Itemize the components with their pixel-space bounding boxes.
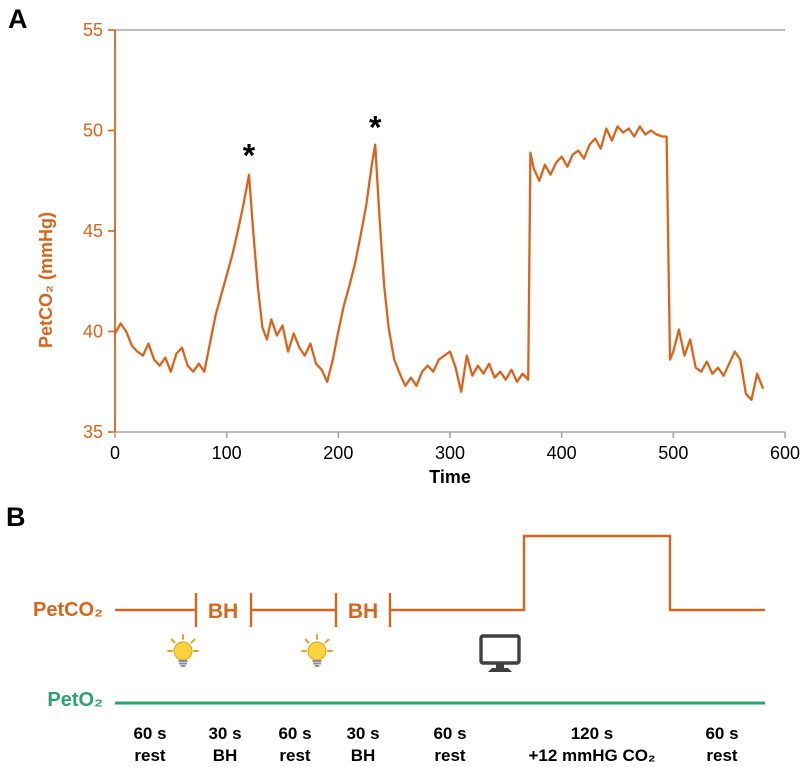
segment-condition: rest: [706, 746, 738, 765]
x-tick-label: 500: [658, 443, 688, 463]
y-tick-label: 45: [83, 221, 103, 241]
petco2-time-chart: PetCO₂ (mmHg) Time 35 40 45 50 55 0 100 200 300 4…: [36, 20, 800, 487]
asterisk-annotation: *: [369, 109, 382, 145]
x-tick-label: 100: [212, 443, 242, 463]
segment-duration: 60 s: [278, 724, 311, 743]
petco2-row-label: PetCO₂: [33, 599, 103, 621]
y-tick-label: 35: [83, 422, 103, 442]
lightbulb-rays: [301, 634, 333, 652]
segment-condition: BH: [351, 746, 376, 765]
segment-duration: 30 s: [208, 724, 241, 743]
asterisk-annotation: *: [243, 138, 256, 174]
x-tick-label: 400: [547, 443, 577, 463]
x-tick-label: 200: [323, 443, 353, 463]
segment-duration: 60 s: [133, 724, 166, 743]
panel-a-label: A: [8, 4, 28, 34]
lightbulb-icon: [167, 634, 199, 667]
co2-pulse: [390, 534, 765, 612]
segment-duration: 30 s: [346, 724, 379, 743]
y-tick-label: 40: [83, 322, 103, 342]
y-axis-title: PetCO₂ (mmHg): [36, 212, 56, 348]
peto2-row-label: PetO₂: [47, 689, 103, 711]
y-tick-label: 55: [83, 20, 103, 40]
petco2-series-line: [113, 125, 764, 401]
lightbulb-rays: [167, 634, 199, 652]
y-tick-label: 50: [83, 121, 103, 141]
computer-icon: [479, 634, 521, 672]
timeline-labels: 60 s rest 30 s BH 60 s rest 30 s BH 60 s…: [133, 724, 738, 765]
breath-hold-label: BH: [208, 600, 238, 623]
panel-b-label: B: [6, 502, 26, 532]
breath-hold-label: BH: [348, 600, 378, 623]
segment-condition: rest: [434, 746, 466, 765]
segment-condition: rest: [134, 746, 166, 765]
petco2-protocol-line: [115, 534, 765, 627]
x-tick-label: 300: [435, 443, 465, 463]
protocol-diagram: PetCO₂ BH BH: [33, 534, 765, 765]
segment-duration: 120 s: [571, 724, 614, 743]
lightbulb-icon: [301, 634, 333, 667]
segment-condition: BH: [213, 746, 238, 765]
segment-condition: rest: [279, 746, 311, 765]
x-tick-label: 0: [110, 443, 120, 463]
segment-duration: 60 s: [705, 724, 738, 743]
segment-duration: 60 s: [433, 724, 466, 743]
segment-condition: +12 mmHG CO₂: [528, 746, 655, 765]
x-tick-label: 600: [770, 443, 800, 463]
x-axis-title: Time: [429, 467, 471, 487]
